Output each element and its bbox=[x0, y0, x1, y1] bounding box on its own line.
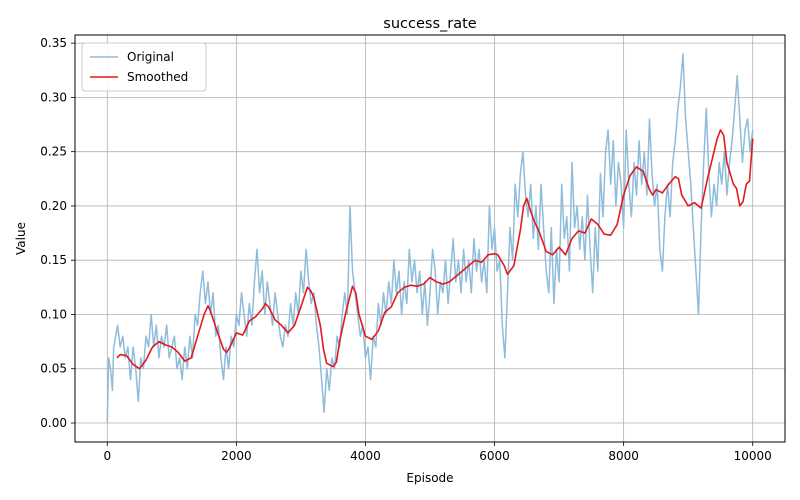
series-layer bbox=[106, 53, 754, 424]
x-tick-label: 0 bbox=[103, 449, 111, 463]
y-tick-label: 0.15 bbox=[40, 253, 67, 267]
y-axis: 0.00 0.05 0.10 0.15 0.20 0.25 0.30 0.35 bbox=[40, 36, 75, 430]
y-tick-label: 0.25 bbox=[40, 145, 67, 159]
x-tick-label: 6000 bbox=[479, 449, 510, 463]
y-axis-title: Value bbox=[14, 222, 28, 255]
y-tick-label: 0.10 bbox=[40, 307, 67, 321]
x-axis-title: Episode bbox=[406, 471, 453, 485]
x-tick-label: 4000 bbox=[350, 449, 381, 463]
y-tick-label: 0.00 bbox=[40, 416, 67, 430]
x-tick-label: 2000 bbox=[221, 449, 252, 463]
y-tick-label: 0.35 bbox=[40, 36, 67, 50]
x-axis: 0 2000 4000 6000 8000 10000 bbox=[103, 442, 772, 463]
chart-title: success_rate bbox=[383, 16, 477, 32]
x-tick-label: 10000 bbox=[734, 449, 772, 463]
legend-box bbox=[81, 42, 207, 92]
legend-label-smoothed: Smoothed bbox=[127, 70, 188, 84]
plot-area bbox=[106, 53, 754, 424]
y-tick-label: 0.20 bbox=[40, 199, 67, 213]
y-tick-label: 0.30 bbox=[40, 90, 67, 104]
x-tick-label: 8000 bbox=[608, 449, 639, 463]
plot-frame bbox=[74, 34, 786, 443]
series-original-line bbox=[106, 53, 754, 424]
y-tick-label: 0.05 bbox=[40, 362, 67, 376]
legend: Original Smoothed bbox=[81, 42, 207, 92]
legend-label-original: Original bbox=[127, 50, 174, 64]
series-smoothed-line bbox=[116, 129, 754, 370]
grid bbox=[75, 35, 785, 442]
